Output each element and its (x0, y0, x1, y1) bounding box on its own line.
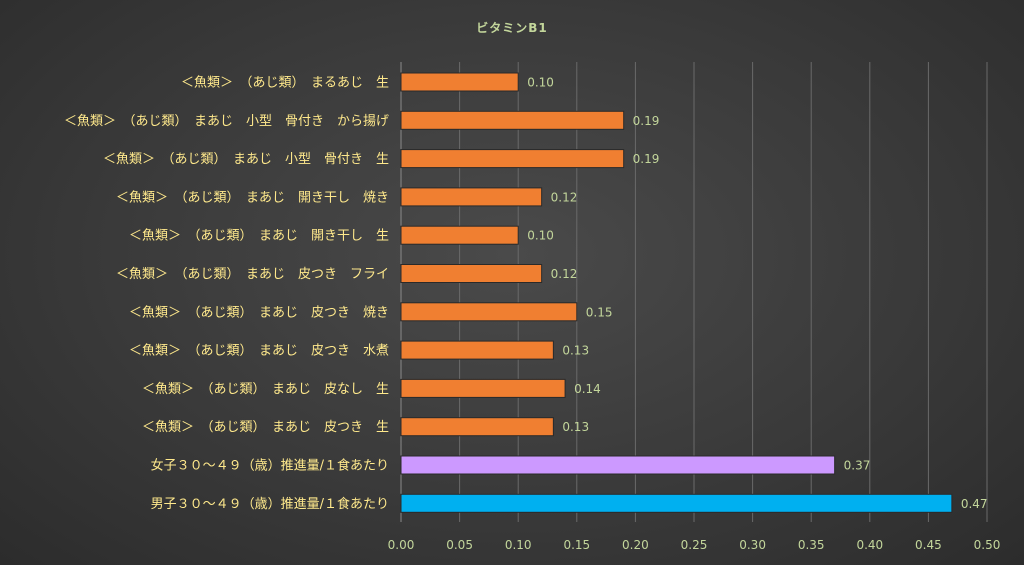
data-label: 0.10 (527, 76, 554, 90)
category-label: ＜魚類＞ （あじ類） まあじ 開き干し 生 (129, 229, 389, 244)
category-label: ＜魚類＞ （あじ類） まるあじ 生 (181, 76, 389, 91)
data-label: 0.12 (551, 267, 578, 281)
data-label: 0.47 (961, 497, 988, 511)
x-tick-label: 0.05 (446, 538, 473, 552)
x-tick-label: 0.40 (856, 538, 883, 552)
category-labels: ＜魚類＞ （あじ類） まるあじ 生 ＜魚類＞ （あじ類） まあじ 小型 骨付き か… (64, 76, 389, 512)
x-tick-label: 0.25 (681, 538, 708, 552)
bar (400, 72, 519, 92)
category-label: 男子３０～４９（歳）推進量/１食あたり (151, 496, 389, 512)
category-label: ＜魚類＞ （あじ類） まあじ 開き干し 焼き (116, 190, 389, 205)
data-label: 0.14 (574, 382, 601, 396)
category-label: ＜魚類＞ （あじ類） まあじ 皮つき 生 (142, 420, 389, 435)
bar (400, 302, 578, 322)
bar (400, 149, 625, 169)
bar (400, 340, 554, 360)
x-tick-label: 0.20 (622, 538, 649, 552)
category-label: ＜魚類＞ （あじ類） まあじ 皮つき 水煮 (129, 344, 389, 359)
bar (400, 378, 566, 398)
chart-title: ビタミンB1 (476, 20, 548, 35)
category-label: ＜魚類＞ （あじ類） まあじ 皮つき フライ (116, 267, 389, 282)
data-label: 0.37 (844, 459, 871, 473)
data-label: 0.19 (633, 152, 660, 166)
x-tick-label: 0.15 (563, 538, 590, 552)
bars (400, 72, 953, 513)
bar (400, 110, 625, 130)
x-axis-ticks: 0.00 0.05 0.10 0.15 0.20 0.25 0.30 0.35 0.40 0.45… (388, 538, 1001, 552)
data-label: 0.13 (562, 344, 589, 358)
x-tick-label: 0.35 (798, 538, 825, 552)
bar (400, 455, 836, 475)
data-labels: 0.10 0.19 0.19 0.12 0.10 0.12 0.15 0.13 0.14 0.13… (527, 76, 987, 511)
data-label: 0.12 (551, 190, 578, 204)
bar (400, 417, 554, 437)
bar (400, 264, 543, 283)
bar (400, 187, 543, 207)
category-label: ＜魚類＞ （あじ類） まあじ 皮なし 生 (142, 382, 389, 397)
data-label: 0.15 (586, 305, 613, 319)
x-tick-label: 0.30 (739, 538, 766, 552)
bar (400, 225, 519, 245)
data-label: 0.13 (562, 420, 589, 434)
x-tick-label: 0.50 (974, 538, 1001, 552)
bar (400, 493, 953, 513)
category-label: ＜魚類＞ （あじ類） まあじ 小型 骨付き 生 (103, 152, 389, 167)
x-tick-label: 0.10 (505, 538, 532, 552)
x-tick-label: 0.45 (915, 538, 942, 552)
grid-lines (400, 62, 988, 522)
data-label: 0.10 (527, 229, 554, 243)
category-label: ＜魚類＞ （あじ類） まあじ 小型 骨付き から揚げ (64, 113, 389, 129)
category-label: ＜魚類＞ （あじ類） まあじ 皮つき 焼き (129, 305, 389, 320)
category-label: 女子３０～４９（歳）推進量/１食あたり (151, 458, 389, 474)
x-tick-label: 0.00 (388, 538, 415, 552)
data-label: 0.19 (633, 114, 660, 128)
